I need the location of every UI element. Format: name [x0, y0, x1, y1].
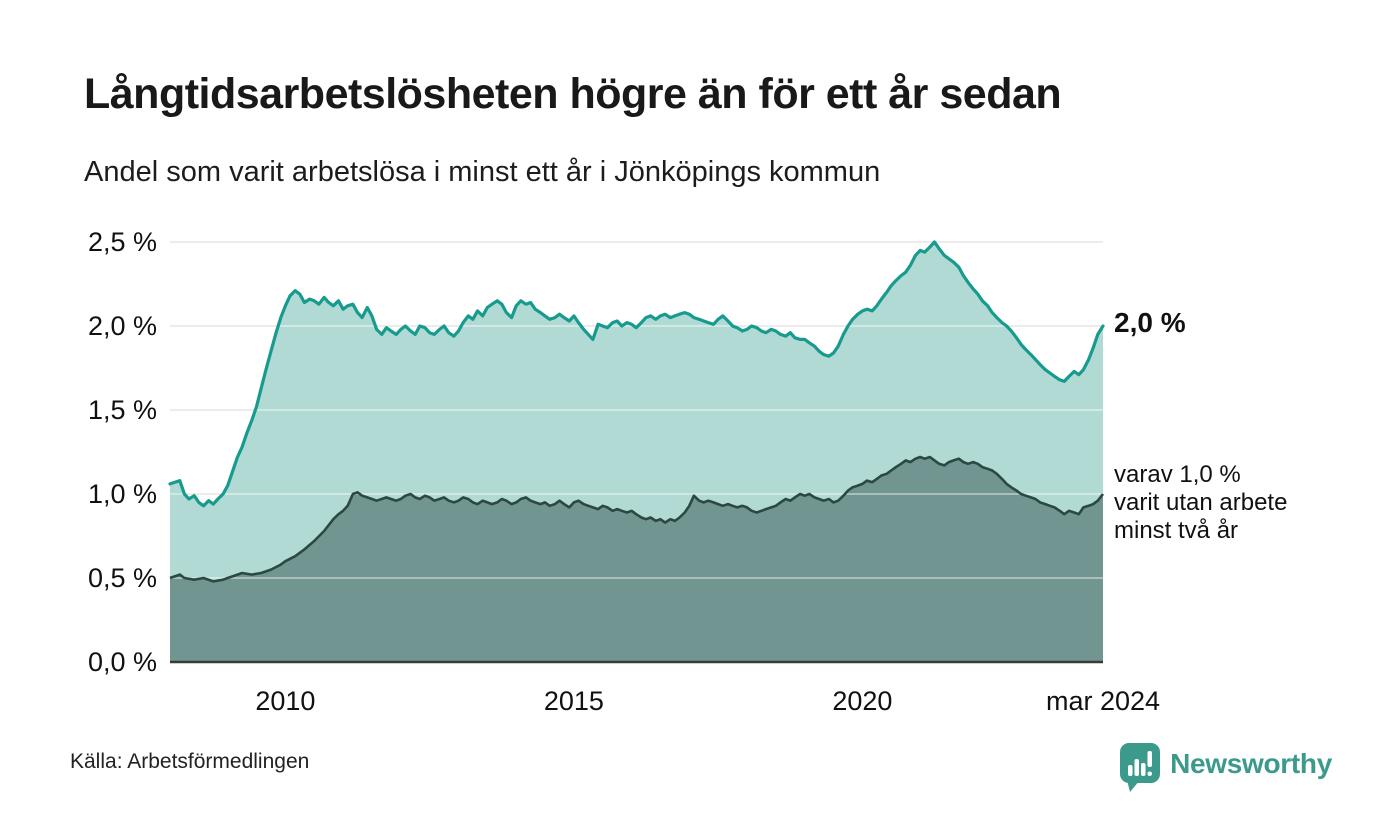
x-tick-label: 2015 [543, 686, 604, 716]
y-tick-label: 2,5 % [87, 227, 157, 257]
newsworthy-bubble-chart-icon [1120, 743, 1161, 792]
x-tick-label: 2020 [832, 686, 893, 716]
page-title: Långtidsarbetslösheten högre än för ett … [84, 70, 1062, 118]
y-tick-label: 0,5 % [87, 563, 157, 593]
x-tick-label: 2010 [255, 686, 316, 716]
series-end-label-two-years: varav 1,0 % varit utan arbete minst två … [1114, 461, 1287, 545]
y-tick-label: 1,0 % [87, 479, 157, 509]
area-min-two-years [170, 457, 1103, 662]
line-total-min-one-year [168, 240, 1105, 508]
page-subtitle: Andel som varit arbetslösa i minst ett å… [84, 156, 881, 188]
series-end-label-line3: minst två år [1114, 517, 1239, 544]
y-tick-label: 1,5 % [87, 395, 157, 425]
y-tick-label: 2,0 % [87, 311, 157, 341]
newsworthy-logo: Newsworthy [1118, 742, 1332, 792]
source-credit: Källa: Arbetsförmedlingen [70, 750, 310, 773]
series-end-label-total: 2,0 % [1114, 307, 1186, 338]
newsworthy-logo-text: Newsworthy [1170, 748, 1332, 779]
line-min-two-years [169, 455, 1105, 583]
series-end-label-line2: varit utan arbete [1114, 489, 1288, 516]
y-tick-label: 0,0 % [87, 647, 157, 677]
x-tick-label: mar 2024 [1045, 686, 1161, 716]
series-end-label-line1: varav 1,0 % [1114, 461, 1241, 488]
